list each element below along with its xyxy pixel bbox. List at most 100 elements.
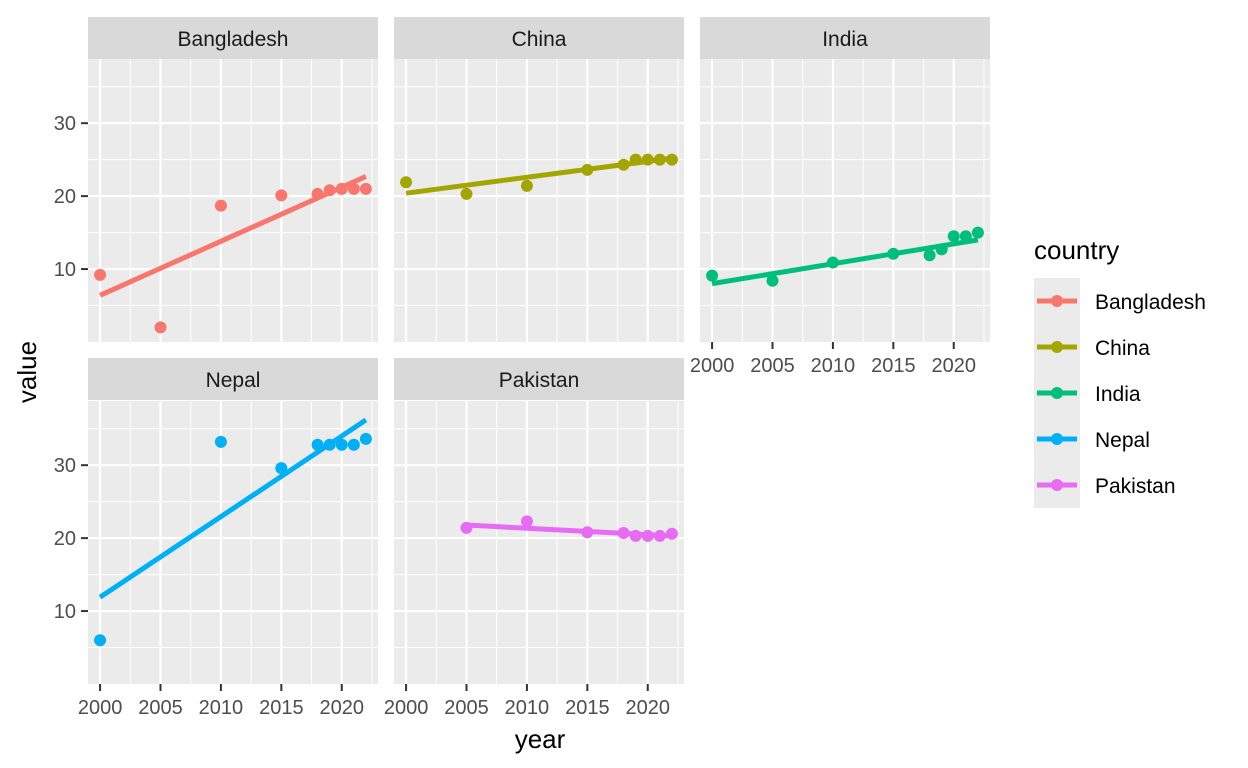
x-tick-label: 2020 [320,697,365,719]
data-point [653,153,666,166]
legend-item-bangladesh: Bangladesh [1034,278,1206,324]
x-tick-label: 2000 [78,697,123,719]
panel-background [700,59,990,342]
data-point [629,153,642,166]
x-tick-label: 2020 [932,355,977,377]
legend-key-point [1051,387,1063,399]
data-point [154,321,167,334]
data-point [275,189,288,202]
data-point [335,438,348,451]
legend-item-india: India [1034,370,1141,416]
facet-panel-china: China [394,17,684,342]
facet-strip-label: India [822,28,868,51]
data-point [617,158,630,171]
data-point [923,249,936,262]
data-point [214,199,227,212]
legend-item-china: China [1034,324,1150,370]
data-point [460,521,473,534]
legend-key-point [1051,433,1063,445]
legend-item-pakistan: Pakistan [1034,462,1176,508]
data-point [311,187,324,200]
data-point [971,226,984,239]
x-tick-label: 2010 [199,697,244,719]
facet-panel-nepal: Nepal [88,358,378,684]
panel-background [394,59,684,342]
y-axis-title: value [12,341,42,403]
legend: country Bangladesh China India Nepal Pakista… [1034,235,1206,508]
data-point [947,230,960,243]
y-tick-label: 30 [54,113,76,135]
facet-strip-label: China [512,28,567,51]
panel-background [88,59,378,342]
data-point [94,268,107,281]
facet-strip-label: Bangladesh [178,28,289,51]
legend-title: country [1034,235,1119,265]
data-point [94,634,107,647]
x-tick-label: 2015 [871,355,916,377]
data-point [653,529,666,542]
x-tick-label: 2005 [138,697,183,719]
panel-background [394,401,684,684]
x-tick-label: 2005 [750,355,795,377]
x-tick-label: 2000 [384,697,429,719]
facet-panels: Bangladesh China India Nepal Pakistan [88,17,990,684]
data-point [347,182,360,195]
data-point [826,256,839,269]
data-point [887,247,900,260]
x-tick-label: 2005 [444,697,489,719]
x-tick-label: 2000 [690,355,735,377]
data-point [520,515,533,528]
data-point [335,182,348,195]
data-point [311,438,324,451]
legend-key-point [1051,479,1063,491]
data-point [706,269,719,282]
legend-item-nepal: Nepal [1034,416,1150,462]
legend-label: China [1095,337,1150,360]
data-point [323,438,336,451]
facet-strip-label: Pakistan [499,369,580,392]
x-tick-label: 2015 [259,697,304,719]
y-tick-label: 10 [54,259,76,281]
facet-strip [700,17,990,59]
legend-label: Nepal [1095,429,1150,452]
data-point [617,527,630,540]
legend-label: Bangladesh [1095,291,1206,314]
data-point [460,187,473,200]
y-tick-label: 10 [54,601,76,623]
facet-strip [88,358,378,400]
data-point [581,526,594,539]
data-point [766,274,779,287]
facet-strip-label: Nepal [206,369,261,392]
data-point [665,527,678,540]
data-point [323,184,336,197]
facet-panel-pakistan: Pakistan [394,358,684,684]
x-tick-label: 2015 [565,697,610,719]
trend-line-india [711,237,979,287]
data-point [959,230,972,243]
data-point [275,462,288,475]
y-tick-label: 20 [54,186,76,208]
legend-key-point [1051,295,1063,307]
data-point [359,432,372,445]
facet-strip [394,358,684,400]
x-tick-label: 2010 [811,355,856,377]
x-axis-title: year [515,724,566,754]
trend-line-nepal [98,417,368,600]
axes: 2000 2005 2010 2015 2020 2000 2005 2010 2015 2020… [54,113,976,719]
facet-strip [394,17,684,59]
data-point [347,438,360,451]
data-point [665,153,678,166]
data-point [581,163,594,176]
facet-strip [88,17,378,59]
legend-key-point [1051,341,1063,353]
x-tick-label: 2010 [505,697,550,719]
legend-label: Pakistan [1095,475,1176,498]
y-tick-label: 30 [54,455,76,477]
data-point [359,182,372,195]
data-point [520,179,533,192]
data-point [400,176,413,189]
data-point [935,243,948,256]
y-tick-label: 20 [54,528,76,550]
x-tick-label: 2020 [626,697,671,719]
